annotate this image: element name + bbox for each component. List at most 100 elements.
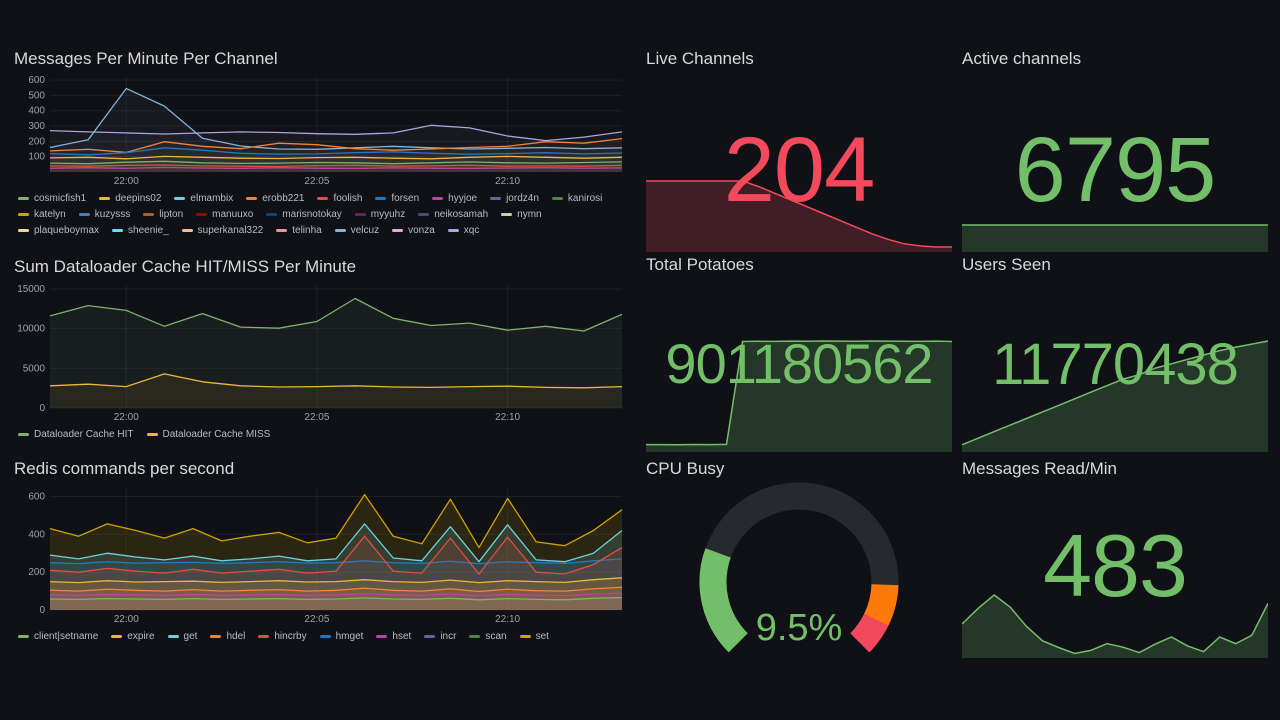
legend-item[interactable]: Dataloader Cache HIT <box>18 429 134 440</box>
legend-label: myyuhz <box>370 209 406 220</box>
legend-item[interactable]: foolish <box>317 193 362 204</box>
legend-item[interactable]: kanirosi <box>551 193 602 204</box>
legend-swatch <box>276 229 288 232</box>
legend-item[interactable]: expire <box>111 631 155 642</box>
panel-title[interactable]: Messages Read/Min <box>962 459 1117 478</box>
panel-title[interactable]: CPU Busy <box>646 459 725 478</box>
messages-read-sparkline <box>962 594 1268 658</box>
legend-label: telinha <box>292 225 322 236</box>
panel-title[interactable]: Total Potatoes <box>646 255 754 274</box>
dataloader-chart[interactable]: 0 5000 10000 15000 22:00 22:05 22:10 <box>14 280 626 424</box>
legend-swatch <box>469 635 481 638</box>
legend-item[interactable]: sheenie_ <box>112 225 169 236</box>
legend-item[interactable]: scan <box>469 631 507 642</box>
legend-label: manuuxo <box>212 209 254 220</box>
legend-item[interactable]: set <box>519 631 549 642</box>
legend-swatch <box>392 229 404 232</box>
users-seen-sparkline <box>962 340 1268 452</box>
stat-value: 11770438 <box>992 332 1239 397</box>
legend-item[interactable]: get <box>167 631 197 642</box>
legend-label: incr <box>440 631 457 642</box>
redis-chart[interactable]: 0 200 400 600 22:00 22:05 22:10 <box>14 482 626 626</box>
panel-title[interactable]: Live Channels <box>646 49 754 68</box>
legend-item[interactable]: erobb221 <box>246 193 304 204</box>
legend-swatch <box>18 433 29 436</box>
legend-item[interactable]: forsen <box>375 193 419 204</box>
panel-title[interactable]: Messages Per Minute Per Channel <box>14 49 278 68</box>
legend-item[interactable]: client|setname <box>18 631 98 642</box>
stat-value: 901180562 <box>665 332 933 395</box>
legend-item[interactable]: neikosamah <box>418 209 488 220</box>
legend-label: velcuz <box>350 225 380 236</box>
legend-label: plaqueboymax <box>34 225 100 236</box>
legend-item[interactable]: lipton <box>143 209 183 220</box>
legend-item[interactable]: nymn <box>501 209 542 220</box>
svg-text:600: 600 <box>28 491 45 502</box>
legend-item[interactable]: Dataloader Cache MISS <box>146 429 270 440</box>
legend-item[interactable]: manuuxo <box>196 209 253 220</box>
legend-item[interactable]: deepins02 <box>99 193 161 204</box>
total-potatoes-sparkline <box>646 340 952 452</box>
legend-item[interactable]: myyuhz <box>354 209 406 220</box>
legend-swatch <box>519 635 531 638</box>
legend-item[interactable]: hdel <box>210 631 245 642</box>
panel-redis-commands: Redis commands per second 0 200 400 600 22:0… <box>14 456 632 654</box>
svg-text:22:05: 22:05 <box>304 614 329 625</box>
panel-messages-per-minute: Messages Per Minute Per Channel 100 200 30… <box>14 46 632 248</box>
svg-text:9.5%: 9.5% <box>756 607 843 649</box>
legend-swatch <box>490 197 502 200</box>
legend-label: forsen <box>391 193 420 204</box>
svg-text:22:00: 22:00 <box>114 412 139 423</box>
legend-item[interactable]: cosmicfish1 <box>18 193 86 204</box>
legend-label: Dataloader Cache HIT <box>34 429 134 440</box>
legend-item[interactable]: hset <box>376 631 411 642</box>
panel-title[interactable]: Active channels <box>962 49 1082 68</box>
panel-title[interactable]: Sum Dataloader Cache HIT/MISS Per Minute <box>14 257 357 276</box>
legend-item[interactable]: kuzysss <box>78 209 130 220</box>
legend-swatch <box>432 197 444 200</box>
legend-item[interactable]: jordz4n <box>490 193 539 204</box>
svg-text:5000: 5000 <box>23 363 46 374</box>
legend-item[interactable]: hincrby <box>258 631 307 642</box>
legend-swatch <box>551 197 563 200</box>
legend-swatch <box>418 213 430 216</box>
legend-swatch <box>167 635 179 638</box>
legend-label: expire <box>127 631 155 642</box>
panel-title[interactable]: Users Seen <box>962 255 1051 274</box>
panel-users-seen: Users Seen 11770438 <box>962 252 1268 452</box>
svg-text:22:00: 22:00 <box>114 176 139 187</box>
legend-label: erobb221 <box>262 193 305 204</box>
legend-label: hmget <box>335 631 364 642</box>
legend-item[interactable]: hmget <box>319 631 364 642</box>
svg-text:200: 200 <box>28 136 45 147</box>
legend-label: elmambix <box>190 193 234 204</box>
dataloader-chart-legend: Dataloader Cache HIT Dataloader Cache MIS… <box>14 429 632 440</box>
legend-item[interactable]: velcuz <box>334 225 380 236</box>
legend-swatch <box>376 635 388 638</box>
legend-item[interactable]: vonza <box>392 225 435 236</box>
legend-label: scan <box>485 631 507 642</box>
legend-item[interactable]: hyyjoe <box>432 193 477 204</box>
panel-messages-read: Messages Read/Min 483 <box>962 456 1268 658</box>
legend-item[interactable]: elmambix <box>174 193 233 204</box>
legend-swatch <box>258 635 270 638</box>
svg-text:22:10: 22:10 <box>495 176 520 187</box>
messages-chart[interactable]: 100 200 300 400 500 600 22:00 22:05 22:10 <box>14 72 626 188</box>
svg-text:100: 100 <box>28 152 45 163</box>
legend-item[interactable]: katelyn <box>18 209 66 220</box>
svg-text:22:00: 22:00 <box>114 614 139 625</box>
svg-text:400: 400 <box>28 106 45 117</box>
legend-item[interactable]: xqc <box>447 225 479 236</box>
svg-text:500: 500 <box>28 90 45 101</box>
legend-item[interactable]: superkanal322 <box>181 225 263 236</box>
svg-text:400: 400 <box>28 529 45 540</box>
legend-label: sheenie_ <box>128 225 169 236</box>
panel-title[interactable]: Redis commands per second <box>14 459 235 478</box>
svg-text:0: 0 <box>39 403 45 414</box>
legend-item[interactable]: telinha <box>276 225 322 236</box>
legend-item[interactable]: marisnotokay <box>266 209 342 220</box>
legend-item[interactable]: plaqueboymax <box>18 225 99 236</box>
legend-item[interactable]: incr <box>424 631 456 642</box>
svg-text:22:10: 22:10 <box>495 412 520 423</box>
